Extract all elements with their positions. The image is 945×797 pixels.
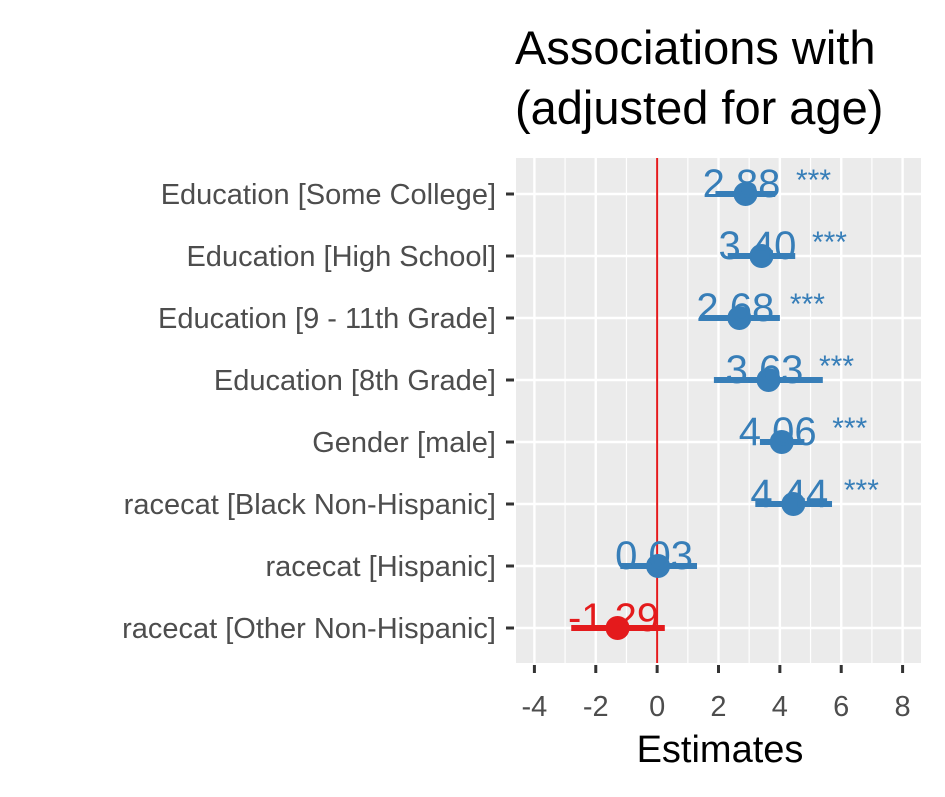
estimate-label: 2.88 <box>703 162 781 206</box>
significance-stars: *** <box>812 226 847 259</box>
estimate-label: 0.03 <box>615 534 693 578</box>
y-axis-labels: Education [Some College] Education [High … <box>122 179 514 645</box>
term-mark-group: 2.88 *** <box>703 162 831 206</box>
term-mark-group: 0.03 <box>615 534 698 578</box>
estimate-marks: 2.88 ***3.40 ***2.68 ***3.63 ***4.06 ***4.44 *… <box>568 162 879 640</box>
x-tick-label: 8 <box>895 691 911 723</box>
estimate-point <box>756 368 781 392</box>
plot-title: Associations with (adjusted for age) <box>515 21 883 134</box>
estimate-label: 3.40 <box>719 224 797 268</box>
title-line-2: (adjusted for age) <box>515 81 883 134</box>
estimate-label: 4.06 <box>739 410 817 454</box>
x-tick-label: 6 <box>833 691 849 723</box>
x-axis-title: Estimates <box>637 729 804 771</box>
term-mark-group: 2.68 *** <box>696 286 825 330</box>
x-tick-label: 0 <box>649 691 665 723</box>
x-tick-label: -2 <box>583 691 609 723</box>
x-axis-labels: -4 -2 0 2 4 6 8 <box>522 665 911 723</box>
y-tick-label: Education [9 - 11th Grade] <box>158 303 496 335</box>
significance-stars: *** <box>832 412 867 445</box>
y-tick-label: Education [High School] <box>186 241 496 273</box>
term-mark-group: 4.44 *** <box>750 472 879 516</box>
estimate-point <box>769 430 794 454</box>
term-mark-group: 3.40 *** <box>719 224 847 268</box>
significance-stars: *** <box>844 474 879 507</box>
x-tick-label: 2 <box>710 691 726 723</box>
x-tick-label: 4 <box>772 691 788 723</box>
estimate-label: 2.68 <box>696 286 774 330</box>
y-tick-label: racecat [Black Non-Hispanic] <box>124 489 496 521</box>
term-mark-group: 4.06 *** <box>739 410 868 454</box>
estimate-point <box>646 554 671 578</box>
x-tick-label: -4 <box>522 691 548 723</box>
title-line-1: Associations with <box>515 21 876 74</box>
significance-stars: *** <box>796 164 831 197</box>
estimate-point <box>733 182 758 206</box>
significance-stars: *** <box>819 350 854 383</box>
estimate-label: 3.63 <box>726 348 804 392</box>
y-tick-label: Education [Some College] <box>161 179 496 211</box>
estimate-point <box>605 616 630 640</box>
term-mark-group: -1.29 <box>568 596 665 640</box>
y-tick-label: racecat [Hispanic] <box>266 551 497 583</box>
estimate-label: -1.29 <box>568 596 659 640</box>
estimate-point <box>727 306 752 330</box>
estimate-point <box>749 244 774 268</box>
estimate-point <box>781 492 806 516</box>
term-mark-group: 3.63 *** <box>713 348 854 392</box>
y-tick-label: Gender [male] <box>312 427 496 459</box>
y-tick-label: racecat [Other Non-Hispanic] <box>122 613 496 645</box>
significance-stars: *** <box>790 288 825 321</box>
y-tick-label: Education [8th Grade] <box>214 365 496 397</box>
estimate-label: 4.44 <box>750 472 828 516</box>
